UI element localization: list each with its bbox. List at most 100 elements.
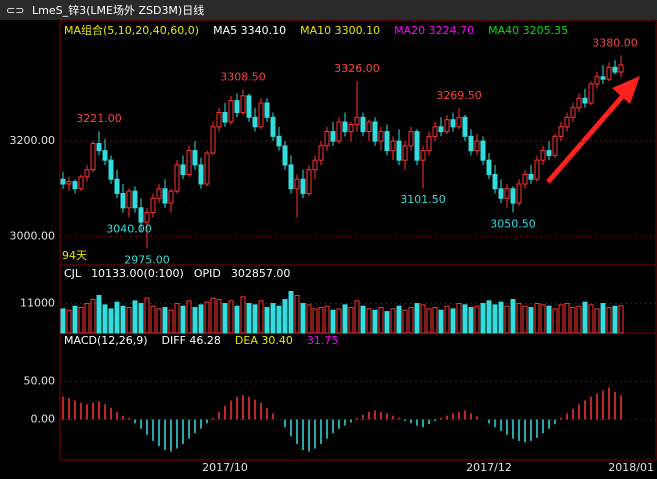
volume-bar <box>78 307 84 334</box>
candle-body <box>576 97 582 109</box>
candle-body <box>570 107 576 118</box>
volume-bar <box>102 304 108 334</box>
volume-bar <box>414 303 420 334</box>
days-label: 94天 <box>62 249 87 262</box>
candle-body <box>156 188 162 199</box>
candle-body <box>246 95 252 118</box>
volume-bar <box>204 301 210 334</box>
volume-bar <box>282 299 288 334</box>
candle-body <box>438 126 444 133</box>
volume-legend: 302857.00 <box>231 267 291 280</box>
low-label: 3050.50 <box>490 217 536 230</box>
candle-body <box>114 178 120 195</box>
candle-body <box>384 131 390 152</box>
candle-body <box>132 190 138 209</box>
candle-body <box>138 207 144 223</box>
y-tick-label: 0.00 <box>31 413 56 426</box>
high-label: 3380.00 <box>592 36 638 49</box>
candle-body <box>204 152 210 185</box>
volume-bar <box>234 305 240 334</box>
candle-body <box>540 150 546 161</box>
candle-body <box>390 140 396 152</box>
volume-bar <box>192 307 198 334</box>
macd-panel <box>59 332 657 461</box>
volume-bar <box>216 299 222 334</box>
macd-legend: MACD(12,26,9) <box>64 334 148 347</box>
ma-legend: MA40 3205.35 <box>488 24 568 37</box>
candle-body <box>216 112 222 128</box>
volume-bar <box>378 307 384 334</box>
candle-body <box>444 119 450 133</box>
volume-bar <box>276 305 282 334</box>
candle-body <box>222 112 228 123</box>
volume-bar <box>84 303 90 334</box>
volume-bar <box>480 303 486 334</box>
volume-bar <box>546 305 552 334</box>
candle-body <box>366 121 372 133</box>
candle-body <box>534 159 540 180</box>
candle-body <box>342 121 348 133</box>
high-label: 3269.50 <box>436 89 482 102</box>
candle-body <box>264 102 270 118</box>
candle-body <box>354 116 360 125</box>
candle-body <box>462 116 468 137</box>
volume-bar <box>180 305 186 334</box>
candle-body <box>432 126 438 137</box>
volume-bar <box>606 307 612 334</box>
volume-bar <box>138 303 144 334</box>
candle-body <box>168 190 174 204</box>
candle-body <box>90 143 96 171</box>
candle-body <box>150 197 156 214</box>
candle-body <box>108 159 114 180</box>
volume-bar <box>492 304 498 334</box>
volume-bar <box>132 300 138 334</box>
candle-body <box>396 140 402 161</box>
volume-bar <box>306 304 312 334</box>
volume-bar <box>384 311 390 334</box>
candle-body <box>618 64 624 73</box>
candle-body <box>306 169 312 195</box>
candle-body <box>318 145 324 161</box>
candle-body <box>450 119 456 128</box>
macd-legend: DEA 30.40 <box>235 334 293 347</box>
volume-bar <box>198 304 204 334</box>
candle-body <box>300 178 306 195</box>
volume-bar <box>264 307 270 334</box>
volume-bar <box>516 303 522 334</box>
volume-bar <box>252 304 258 334</box>
candle-body <box>456 116 462 128</box>
ma-legend: MA20 3224.70 <box>394 24 474 37</box>
candle-body <box>414 131 420 161</box>
volume-bar <box>186 300 192 334</box>
volume-bar <box>390 308 396 334</box>
volume-bar <box>318 307 324 334</box>
volume-bar <box>618 305 624 334</box>
volume-bar <box>336 308 342 334</box>
y-tick-label: 50.00 <box>24 374 56 387</box>
volume-bar <box>582 301 588 334</box>
volume-bar <box>522 305 528 334</box>
volume-bar <box>438 309 444 334</box>
candle-body <box>612 66 618 73</box>
candle-body <box>186 150 192 175</box>
volume-bar <box>564 303 570 334</box>
ma-legend: MA5 3340.10 <box>213 24 286 37</box>
candle-body <box>234 100 240 114</box>
volume-bar <box>348 307 354 334</box>
candle-body <box>360 116 366 133</box>
macd-legend: 31.75 <box>307 334 339 347</box>
y-tick-label: 11000 <box>20 297 55 310</box>
candle-body <box>552 135 558 156</box>
volume-bar <box>156 308 162 334</box>
ma-legend: MA组合(5,10,20,40,60,0) <box>64 23 199 37</box>
volume-bar <box>300 303 306 334</box>
candle-body <box>294 178 300 190</box>
volume-bar <box>558 304 564 334</box>
candle-body <box>276 135 282 147</box>
volume-bar <box>426 308 432 334</box>
chart-title: LmeS_锌3(LME场外 ZSD3M)日线 <box>32 3 204 17</box>
volume-bar <box>444 305 450 334</box>
volume-bar <box>162 307 168 334</box>
volume-bar <box>474 305 480 334</box>
candle-body <box>84 169 90 178</box>
